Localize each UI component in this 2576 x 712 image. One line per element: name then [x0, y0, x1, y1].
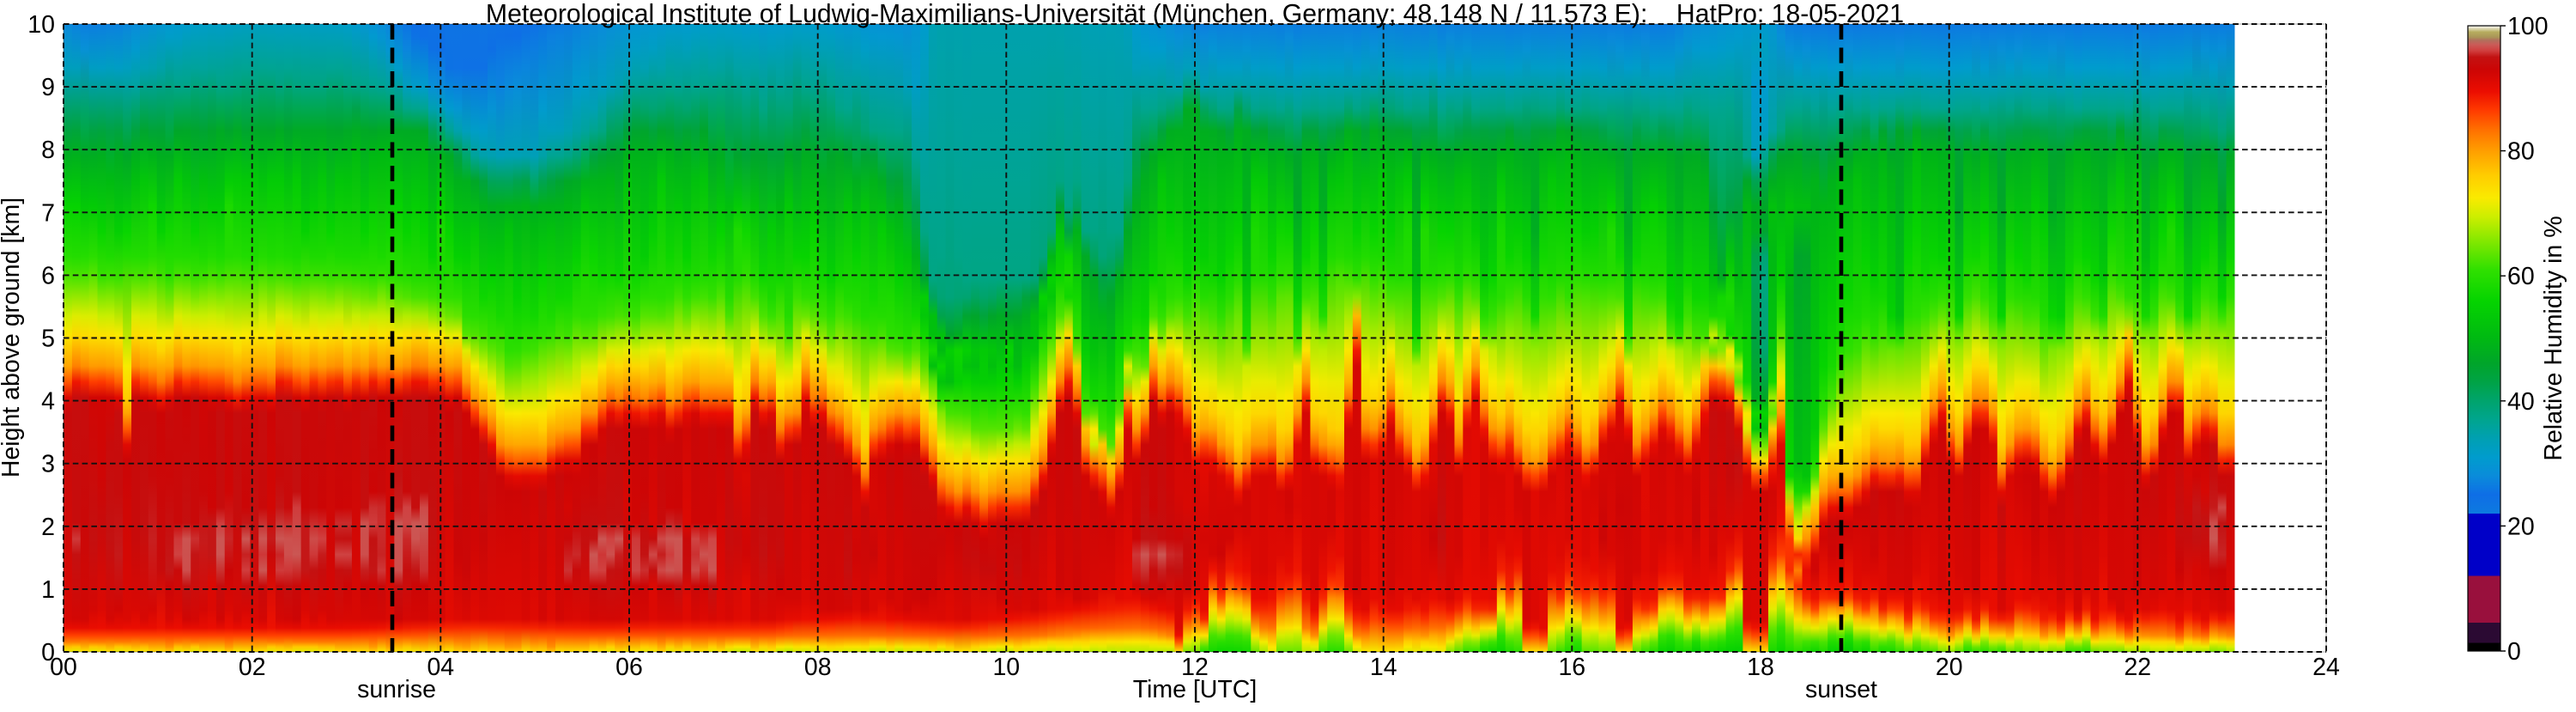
svg-text:9: 9 — [41, 74, 55, 101]
svg-text:sunrise: sunrise — [357, 676, 436, 703]
svg-text:16: 16 — [1558, 654, 1585, 681]
svg-text:02: 02 — [239, 654, 266, 681]
svg-text:22: 22 — [2124, 654, 2151, 681]
svg-text:00: 00 — [50, 654, 77, 681]
svg-text:Relative Humidity in %: Relative Humidity in % — [2540, 216, 2567, 460]
svg-text:10: 10 — [27, 11, 55, 39]
svg-text:12: 12 — [1181, 654, 1209, 681]
svg-text:5: 5 — [41, 326, 55, 353]
svg-text:2: 2 — [41, 514, 55, 541]
svg-text:0: 0 — [2507, 638, 2521, 666]
svg-text:60: 60 — [2507, 263, 2535, 290]
svg-text:10: 10 — [992, 654, 1020, 681]
svg-text:Time [UTC]: Time [UTC] — [1133, 676, 1258, 703]
svg-text:4: 4 — [41, 388, 55, 416]
svg-text:sunset: sunset — [1805, 676, 1877, 703]
svg-text:14: 14 — [1370, 654, 1397, 681]
svg-text:100: 100 — [2507, 13, 2549, 40]
svg-text:24: 24 — [2312, 654, 2340, 681]
svg-text:Height above ground [km]: Height above ground [km] — [0, 198, 25, 478]
svg-text:18: 18 — [1747, 654, 1774, 681]
svg-text:8: 8 — [41, 137, 55, 164]
svg-text:3: 3 — [41, 451, 55, 478]
svg-text:7: 7 — [41, 199, 55, 227]
svg-text:20: 20 — [2507, 513, 2535, 540]
svg-text:04: 04 — [427, 654, 454, 681]
svg-text:0: 0 — [41, 639, 55, 666]
svg-text:40: 40 — [2507, 388, 2535, 416]
svg-text:08: 08 — [804, 654, 832, 681]
svg-text:6: 6 — [41, 262, 55, 289]
svg-text:1: 1 — [41, 576, 55, 604]
svg-text:20: 20 — [1936, 654, 1963, 681]
svg-text:Meteorological Institute of Lu: Meteorological Institute of Ludwig-Maxim… — [486, 0, 1904, 28]
svg-text:80: 80 — [2507, 138, 2535, 166]
svg-text:06: 06 — [615, 654, 643, 681]
